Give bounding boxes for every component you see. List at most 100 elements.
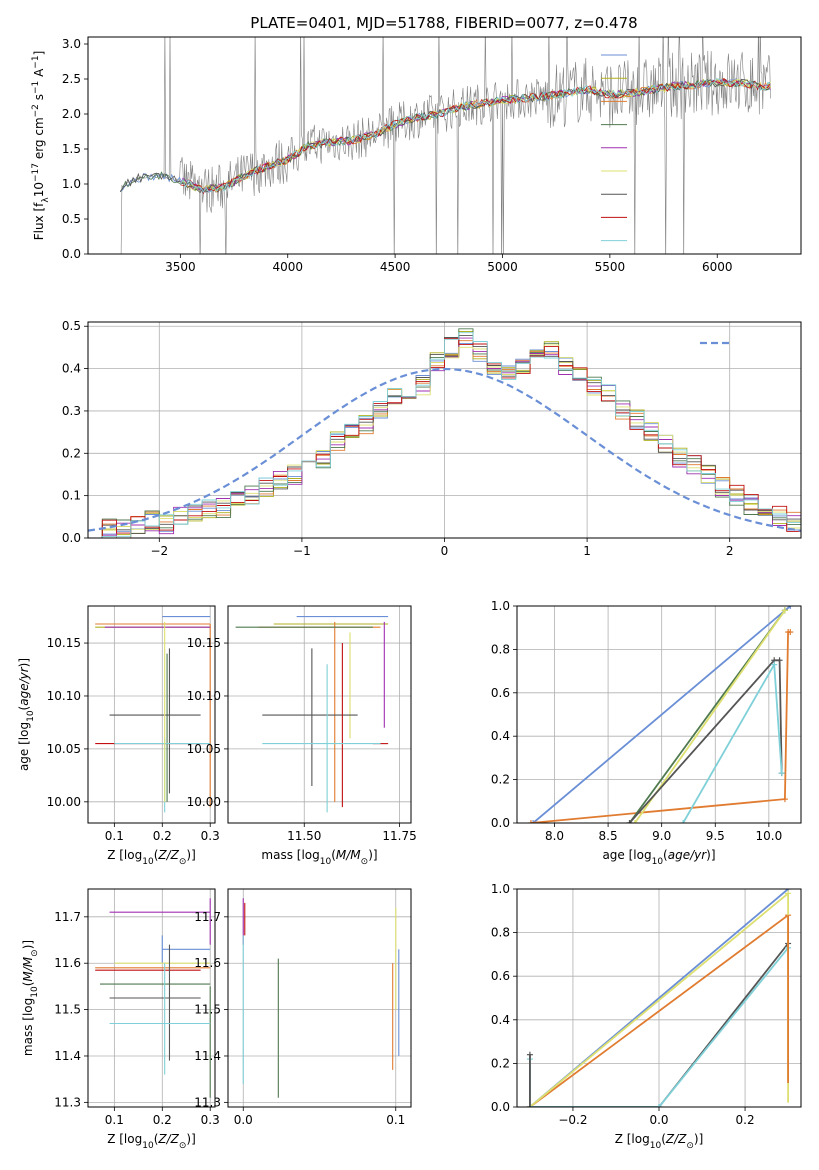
x-tick-label: 4000	[272, 260, 303, 274]
label-part: 10	[142, 857, 154, 867]
label-part: ⊙	[179, 857, 187, 867]
label-part: erg cm	[32, 117, 46, 163]
y-tick-label: 1.0	[491, 882, 510, 896]
y-tick-label: 0.5	[62, 212, 81, 226]
label-part: 10	[652, 857, 664, 867]
weight-line-kroupa_miles	[530, 631, 791, 823]
label-part: Flux [f	[32, 202, 46, 240]
label-part: (	[661, 1132, 666, 1146]
grid-mass_vs_ebv	[228, 889, 411, 1107]
label-part: s	[32, 94, 46, 104]
label-part: ⊙	[686, 1141, 694, 1151]
label-part: Z/Z	[665, 1132, 687, 1146]
x-tick-label: −1	[293, 544, 311, 558]
y-tick-label: 0.5	[62, 319, 81, 333]
y-tick-label: 11.4	[194, 1049, 221, 1063]
y-tick-label: 0.4	[62, 362, 81, 376]
label-part: )]	[17, 658, 31, 667]
label-part: age [log	[602, 848, 651, 862]
plot-area-spectrum	[119, 37, 771, 254]
y-tick-label: 11.5	[54, 1003, 81, 1017]
axes-frame	[516, 888, 802, 1108]
y-tick-label: 0.0	[491, 816, 510, 830]
x-tick-label: 0.0	[649, 1113, 668, 1127]
y-tick-label: 10.10	[187, 689, 221, 703]
y-tick-label: 0.0	[491, 1100, 510, 1114]
label-part: 10	[32, 182, 46, 197]
label-part: 10	[320, 857, 332, 867]
plot-area-mass_vs_ebv	[242, 898, 400, 1098]
x-tick-label: 0.0	[234, 1113, 253, 1127]
x-tick-label: −0.2	[558, 1113, 587, 1127]
histogram-kroupa_stelib	[88, 332, 801, 538]
label-part: (	[17, 706, 31, 711]
y-tick-label: 0.2	[491, 1056, 510, 1070]
label-part: (	[21, 982, 35, 987]
model-spectrum-salpeter_elodie	[179, 78, 771, 194]
y-tick-label: 11.6	[194, 956, 221, 970]
label-part: )]	[21, 940, 35, 949]
weight-line-chabrier_stelib	[628, 659, 783, 823]
y-tick-label: 0.6	[491, 686, 510, 700]
label-part: Z/Z	[157, 1132, 179, 1146]
label-part: )]	[368, 848, 377, 862]
y-tick-label: 10.15	[47, 636, 81, 650]
label-part: −2	[31, 104, 41, 117]
x-tick-label: 10.0	[755, 829, 782, 843]
axes-frame	[87, 888, 216, 1108]
x-tick-label: 2	[726, 544, 734, 558]
x-tick-label: 11.50	[287, 829, 321, 843]
label-part: )]	[706, 848, 715, 862]
x-axis-label: mass [log10(M/M⊙)]	[261, 848, 377, 867]
y-tick-label: 3.0	[62, 37, 81, 51]
axes-frame	[87, 36, 802, 255]
label-part: 10	[650, 1141, 662, 1151]
y-tick-label: 0.4	[491, 729, 510, 743]
label-part: M/M	[336, 848, 361, 862]
label-part: age/yr	[17, 666, 31, 705]
axes-frame	[516, 605, 802, 824]
plot-area-age_vs_Z	[95, 616, 211, 813]
x-axis-label: age [log10(age/yr)]	[602, 848, 715, 867]
y-tick-label: 0.0	[62, 531, 81, 545]
y-tick-label: 10.05	[187, 742, 221, 756]
label-part: )]	[186, 1132, 195, 1146]
label-part: (	[663, 848, 668, 862]
y-tick-label: 0.8	[491, 926, 510, 940]
x-tick-label: 9.0	[652, 829, 671, 843]
label-part: )]	[694, 1132, 703, 1146]
x-tick-label: 11.75	[382, 829, 416, 843]
label-part: mass [log	[21, 998, 35, 1056]
x-tick-label: 8.0	[545, 829, 564, 843]
y-tick-label: 0.6	[491, 969, 510, 983]
y-tick-label: 11.5	[194, 1003, 221, 1017]
panel-residuals: −2 −1 0 1 2 0.0 0.1 0.2 0.3 0.4 0.5	[62, 319, 802, 558]
weight-line-kroupa_elodie	[529, 892, 789, 1107]
x-tick-label: 3500	[165, 260, 196, 274]
x-tick-label: 5500	[595, 260, 626, 274]
label-part: 10	[26, 710, 36, 722]
axes-frame	[227, 605, 412, 824]
label-part: A	[32, 68, 46, 81]
y-tick-label: 10.15	[187, 636, 221, 650]
y-tick-label: 0.2	[62, 446, 81, 460]
panel-mass_vs_ebv: 0.0 0.1 11.3 11.4 11.5 11.6 11.7	[194, 888, 412, 1127]
axes-frame	[87, 605, 216, 824]
y-tick-label: 11.6	[54, 956, 81, 970]
y-tick-label: 11.7	[194, 910, 221, 924]
y-tick-label: 1.0	[491, 599, 510, 613]
label-part: Z [log	[615, 1132, 650, 1146]
y-tick-label: 2.5	[62, 72, 81, 86]
label-part: −1	[31, 81, 41, 94]
y-tick-label: 10.00	[187, 795, 221, 809]
x-axis-label: Z [log10(Z/Z⊙)]	[107, 848, 196, 867]
plot-area-massweight_vs_age	[527, 606, 794, 823]
y-tick-label: 10.00	[47, 795, 81, 809]
x-tick-label: 0.1	[105, 829, 124, 843]
x-tick-label: 0.3	[201, 829, 220, 843]
x-tick-label: 0	[441, 544, 449, 558]
label-part: ]	[32, 51, 46, 56]
label-part: −1	[31, 55, 41, 68]
axes-frame	[87, 321, 802, 539]
weight-line-kroupa_miles	[529, 914, 789, 1107]
